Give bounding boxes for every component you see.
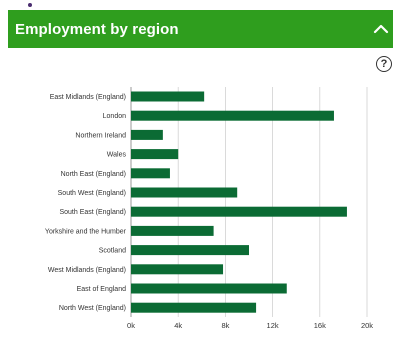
category-label: South West (England)	[58, 190, 126, 197]
x-tick-labels: 0k 4k 8k 12k 16k 20k	[127, 321, 373, 330]
category-label: North East (England)	[61, 171, 126, 178]
chevron-up-icon[interactable]	[371, 19, 391, 39]
help-icon[interactable]: ?	[376, 56, 392, 72]
bar[interactable]	[131, 302, 257, 313]
category-label: Wales	[107, 152, 127, 159]
category-label: East of England	[77, 286, 127, 293]
bar[interactable]	[131, 129, 163, 140]
category-label: South East (England)	[59, 209, 126, 216]
category-labels: East Midlands (England) London Northern Ir…	[45, 94, 127, 312]
gridlines	[130, 87, 368, 317]
x-tick-label: 12k	[267, 321, 279, 330]
x-tick-label: 4k	[174, 321, 182, 330]
category-label: North West (England)	[59, 305, 126, 312]
bar[interactable]	[131, 168, 170, 179]
bar[interactable]	[131, 264, 224, 275]
bar[interactable]	[131, 245, 249, 256]
category-label: West Midlands (England)	[48, 267, 126, 274]
bar[interactable]	[131, 225, 214, 236]
category-label: Scotland	[99, 248, 126, 255]
panel-header[interactable]: Employment by region	[8, 10, 393, 48]
panel-title: Employment by region	[15, 20, 179, 38]
bar[interactable]	[131, 187, 238, 198]
x-tick-label: 20k	[361, 321, 373, 330]
marker-dot	[28, 3, 32, 7]
x-tick-label: 8k	[221, 321, 229, 330]
category-label: Northern Ireland	[75, 132, 126, 139]
bar[interactable]	[131, 149, 179, 160]
category-label: London	[103, 113, 126, 120]
category-label: East Midlands (England)	[50, 94, 126, 101]
bar[interactable]	[131, 110, 334, 121]
bars	[131, 91, 347, 313]
x-tick-label: 16k	[314, 321, 326, 330]
category-label: Yorkshire and the Humber	[45, 228, 127, 235]
x-tick-label: 0k	[127, 321, 135, 330]
bar[interactable]	[131, 91, 205, 102]
bar[interactable]	[131, 283, 287, 294]
bar[interactable]	[131, 206, 347, 217]
